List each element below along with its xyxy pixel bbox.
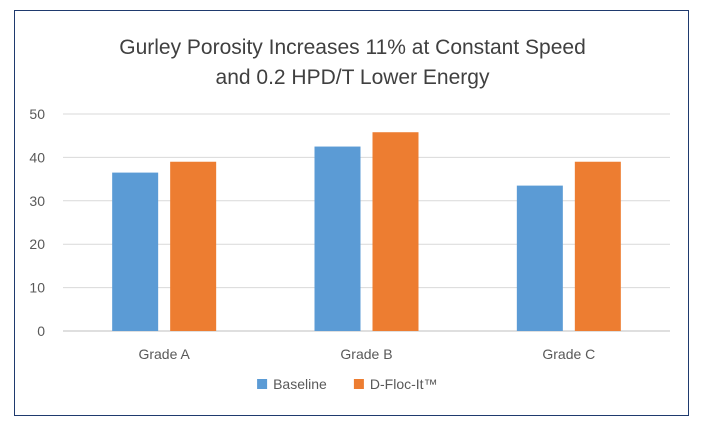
chart-title-line-1: Gurley Porosity Increases 11% at Constan…	[119, 36, 586, 59]
chart-title-line-2: and 0.2 HPD/T Lower Energy	[215, 66, 490, 89]
y-tick-label: 50	[29, 106, 45, 122]
bar-dfloc-grade-b	[372, 132, 419, 331]
bar-baseline-grade-b	[314, 146, 361, 331]
y-tick-label: 0	[37, 323, 45, 339]
legend-swatch-dfloc	[353, 379, 364, 389]
y-tick-label: 40	[29, 149, 45, 165]
chart-title: Gurley Porosity Increases 11% at Constan…	[15, 33, 690, 93]
legend-label-dfloc: D-Floc-It™	[370, 376, 438, 392]
x-tick-label: Grade A	[138, 346, 190, 362]
y-tick-label: 30	[29, 193, 45, 209]
x-tick-label: Grade C	[542, 346, 595, 362]
y-tick-label: 10	[29, 280, 45, 296]
chart-frame: Gurley Porosity Increases 11% at Constan…	[14, 10, 689, 416]
legend-label-baseline: Baseline	[273, 376, 327, 392]
bar-dfloc-grade-c	[574, 161, 621, 331]
legend-swatch-baseline	[257, 379, 268, 389]
y-tick-label: 20	[29, 236, 45, 252]
bar-baseline-grade-c	[516, 185, 563, 331]
bar-chart-plot: 0 10 20 30 40 50 Grade A Grade B Grade C Baseline…	[29, 106, 670, 392]
bar-baseline-grade-a	[112, 172, 159, 331]
x-tick-label: Grade B	[340, 346, 392, 362]
bar-dfloc-grade-a	[170, 161, 217, 331]
